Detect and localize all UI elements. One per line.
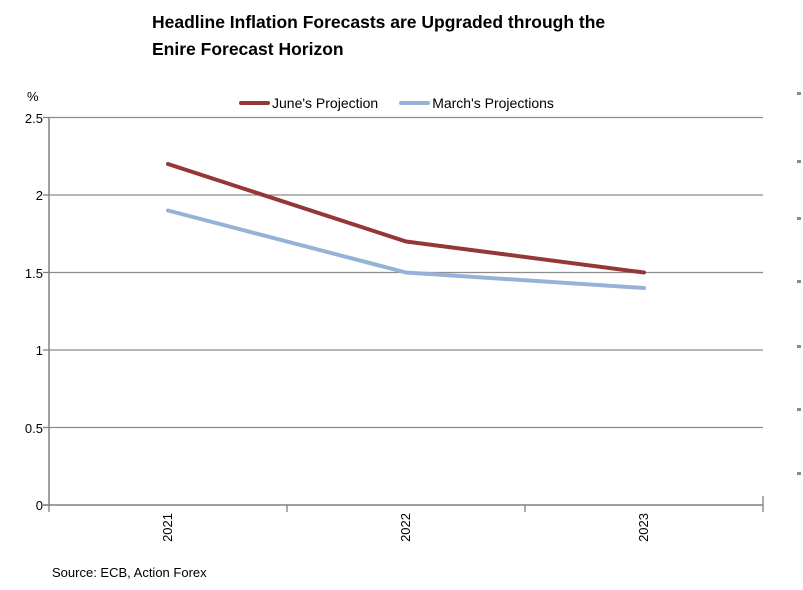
chart-title: Headline Inflation Forecasts are Upgrade…	[152, 12, 606, 59]
source-note: Source: ECB, Action Forex	[52, 565, 207, 580]
legend-item-june: June's Projection	[239, 94, 378, 112]
legend: June's Projection March's Projections	[239, 94, 554, 112]
edge-artifact-mark	[797, 472, 801, 475]
edge-artifact-mark	[797, 408, 801, 411]
march-series-line-swatch	[399, 101, 431, 105]
edge-artifact-mark	[797, 345, 801, 348]
edge-artifact-mark	[797, 160, 801, 163]
march-series-label: March's Projections	[432, 95, 554, 111]
x-axis-tick-label: 2021	[160, 513, 175, 542]
y-axis-tick-label: 1	[35, 343, 43, 358]
y-axis-tick-label: 1.5	[24, 265, 43, 281]
june-series-label: June's Projection	[272, 95, 379, 111]
y-axis-tick-label: 2	[35, 188, 43, 203]
y-axis-tick-label: 0.5	[24, 420, 43, 436]
x-axis-tick-label: 2022	[398, 513, 413, 542]
june-series-line-swatch	[239, 101, 270, 105]
edge-artifact-mark	[797, 217, 801, 220]
edge-artifact-mark	[797, 92, 801, 95]
series-line-0	[166, 162, 646, 275]
x-axis-tick-label: 2023	[636, 513, 651, 542]
y-axis-tick-label: 2.5	[24, 110, 43, 126]
legend-item-march: March's Projections	[399, 94, 554, 112]
series-line-1	[166, 208, 646, 290]
edge-artifact-mark	[797, 280, 801, 283]
y-axis-tick-label: 0	[35, 498, 43, 513]
y-axis-unit-label: %	[27, 89, 39, 104]
